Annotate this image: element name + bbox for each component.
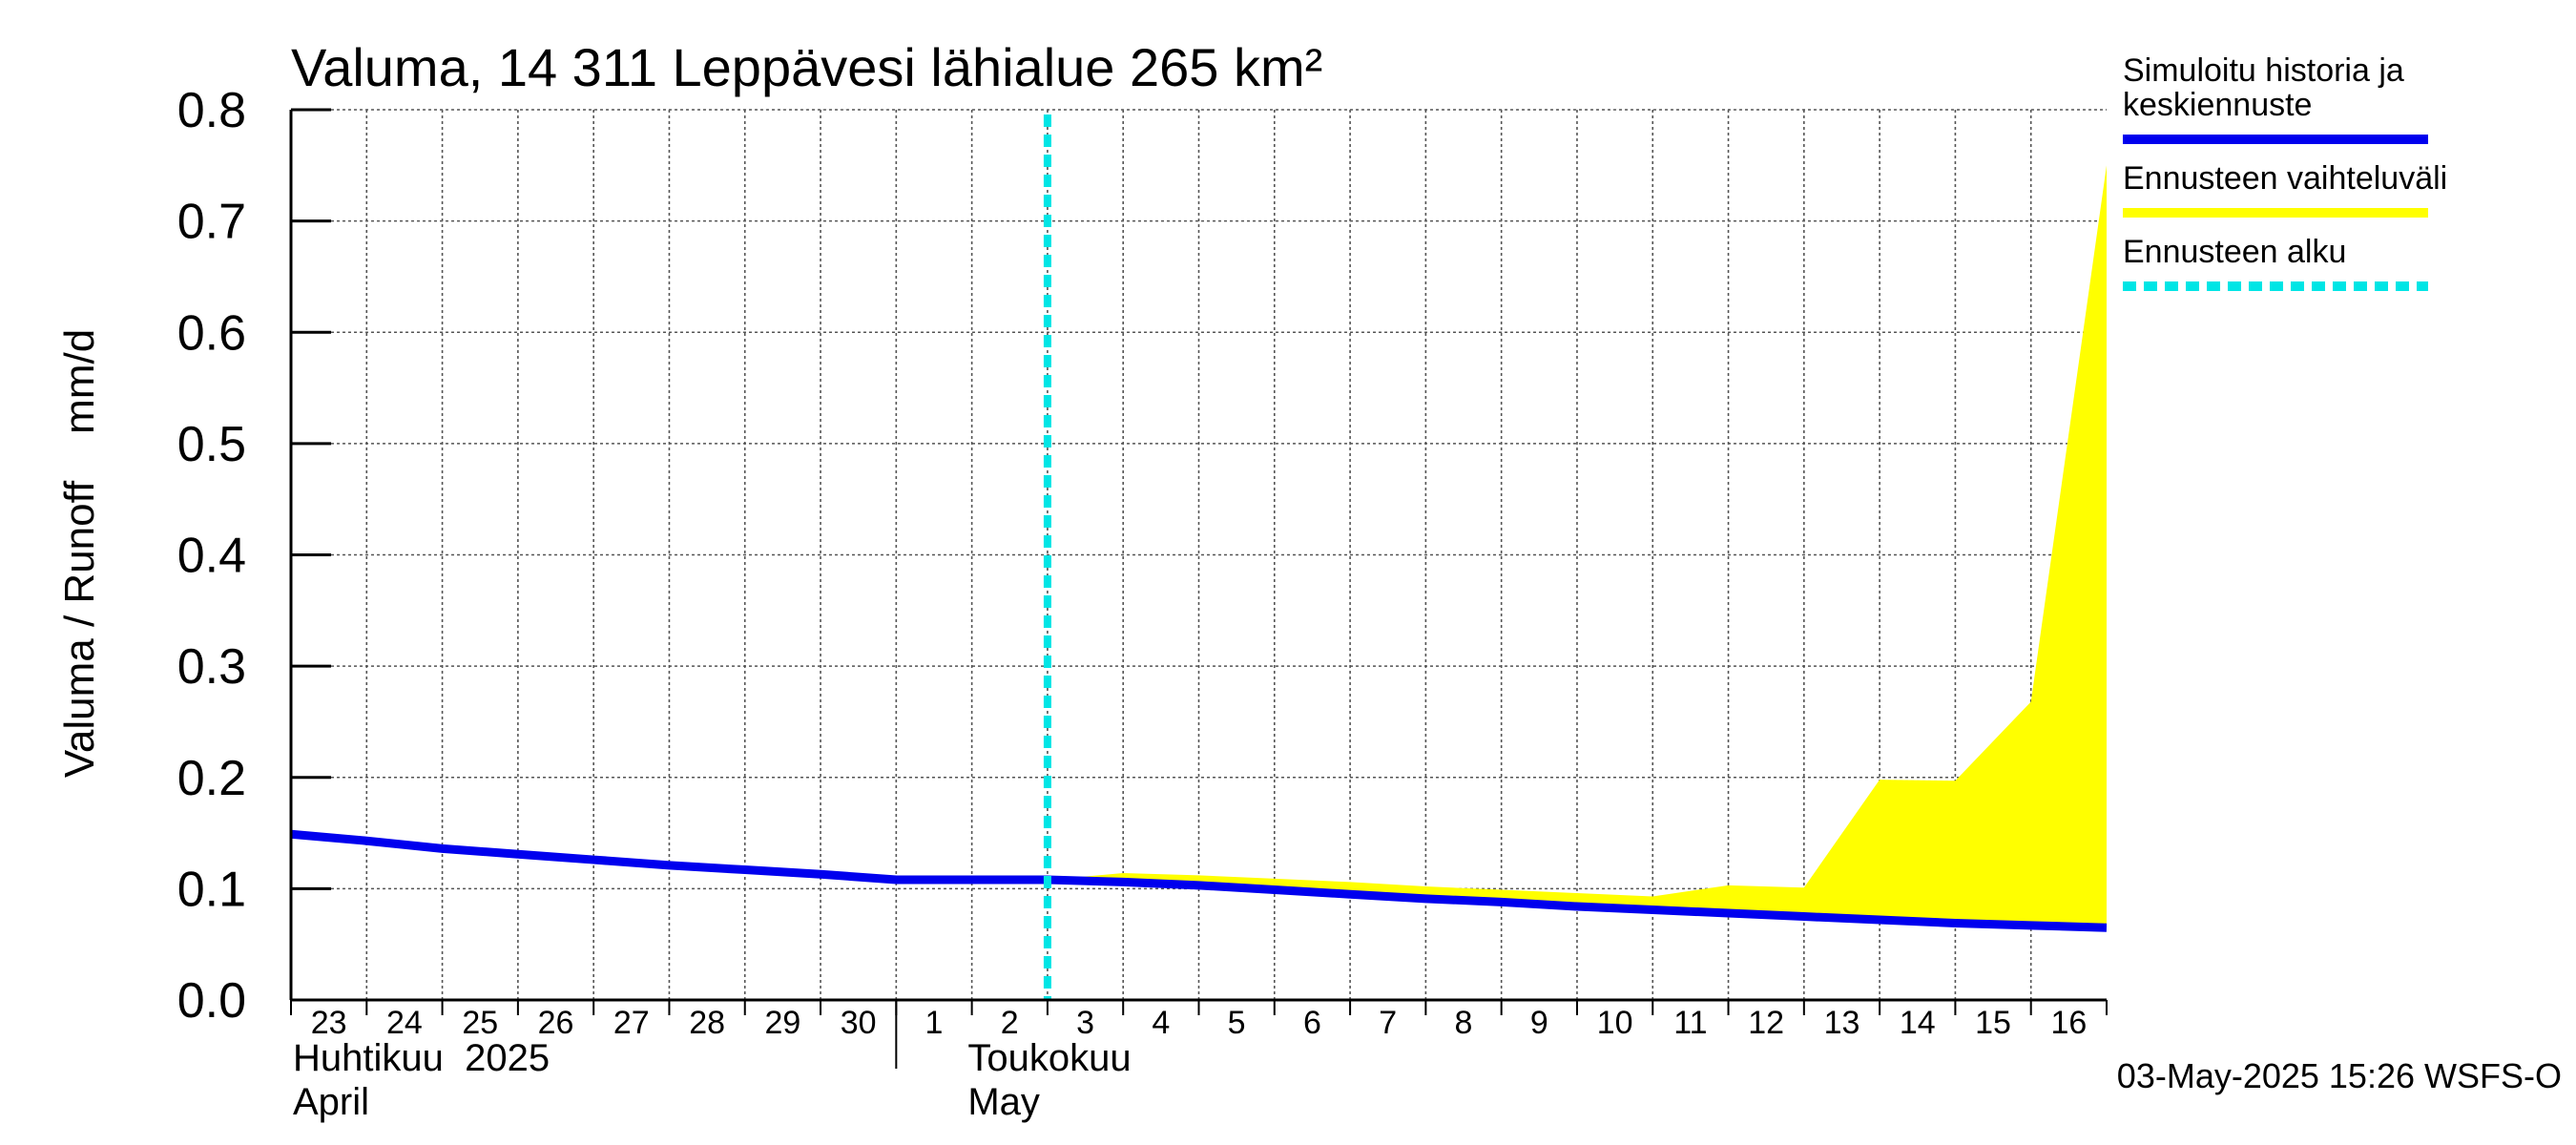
x-tick-label: 29 [764, 1005, 800, 1041]
x-tick-label: 7 [1379, 1005, 1397, 1041]
y-tick-label: 0.0 [177, 973, 246, 1029]
tick-labels: 0.00.10.20.30.40.50.60.70.823 24 25 26 27 28 2… [177, 83, 2088, 1123]
x-tick-label: 25 [462, 1005, 498, 1041]
x-tick-label: 2 [1001, 1005, 1019, 1041]
x-tick-label: 5 [1228, 1005, 1246, 1041]
x-tick-label: 1 [925, 1005, 944, 1041]
y-tick-label: 0.4 [177, 529, 246, 584]
series-lines [290, 114, 2108, 1000]
month-label-fi: Huhtikuu 2025 [293, 1037, 550, 1079]
x-tick-label: 13 [1824, 1005, 1860, 1041]
month-label-en: May [967, 1081, 1040, 1123]
x-tick-label: 12 [1748, 1005, 1784, 1041]
x-tick-label: 23 [311, 1005, 347, 1041]
y-tick-label: 0.7 [177, 195, 246, 250]
legend-label: Ennusteen alku [2123, 234, 2346, 270]
chart-title: Valuma, 14 311 Leppävesi lähialue 265 km… [291, 37, 1322, 97]
x-tick-label: 9 [1530, 1005, 1548, 1041]
simulated-history-line [290, 829, 2108, 932]
x-tick-label: 3 [1076, 1005, 1094, 1041]
timestamp: 03-May-2025 15:26 WSFS-O [2117, 1056, 2562, 1095]
y-tick-label: 0.6 [177, 305, 246, 361]
forecast-range-area [1047, 165, 2107, 931]
y-tick-label: 0.5 [177, 417, 246, 472]
y-tick-label: 0.2 [177, 751, 246, 806]
x-tick-label: 30 [841, 1005, 877, 1041]
x-tick-label: 24 [386, 1005, 423, 1041]
x-tick-label: 10 [1597, 1005, 1633, 1041]
y-tick-label: 0.8 [177, 83, 246, 138]
x-tick-label: 8 [1455, 1005, 1473, 1041]
legend-label: keskiennuste [2123, 87, 2312, 123]
month-label-fi: Toukokuu [967, 1037, 1131, 1079]
x-tick-label: 26 [538, 1005, 574, 1041]
axes [289, 108, 2108, 1069]
month-label-en: April [293, 1081, 369, 1123]
y-axis-label: Valuma / Runoff mm/d [56, 329, 103, 778]
x-tick-label: 14 [1900, 1005, 1936, 1041]
x-tick-label: 28 [689, 1005, 725, 1041]
x-tick-label: 11 [1673, 1005, 1707, 1041]
y-tick-label: 0.3 [177, 639, 246, 695]
forecast-range [1047, 165, 2107, 931]
x-tick-label: 4 [1152, 1005, 1170, 1041]
x-tick-label: 6 [1303, 1005, 1321, 1041]
x-tick-label: 15 [1975, 1005, 2011, 1041]
x-tick-label: 27 [613, 1005, 650, 1041]
y-tick-label: 0.1 [177, 862, 246, 917]
legend-label: Simuloitu historia ja [2123, 52, 2404, 89]
x-tick-label: 16 [2050, 1005, 2087, 1041]
legend-label: Ennusteen vaihteluväli [2123, 160, 2447, 197]
